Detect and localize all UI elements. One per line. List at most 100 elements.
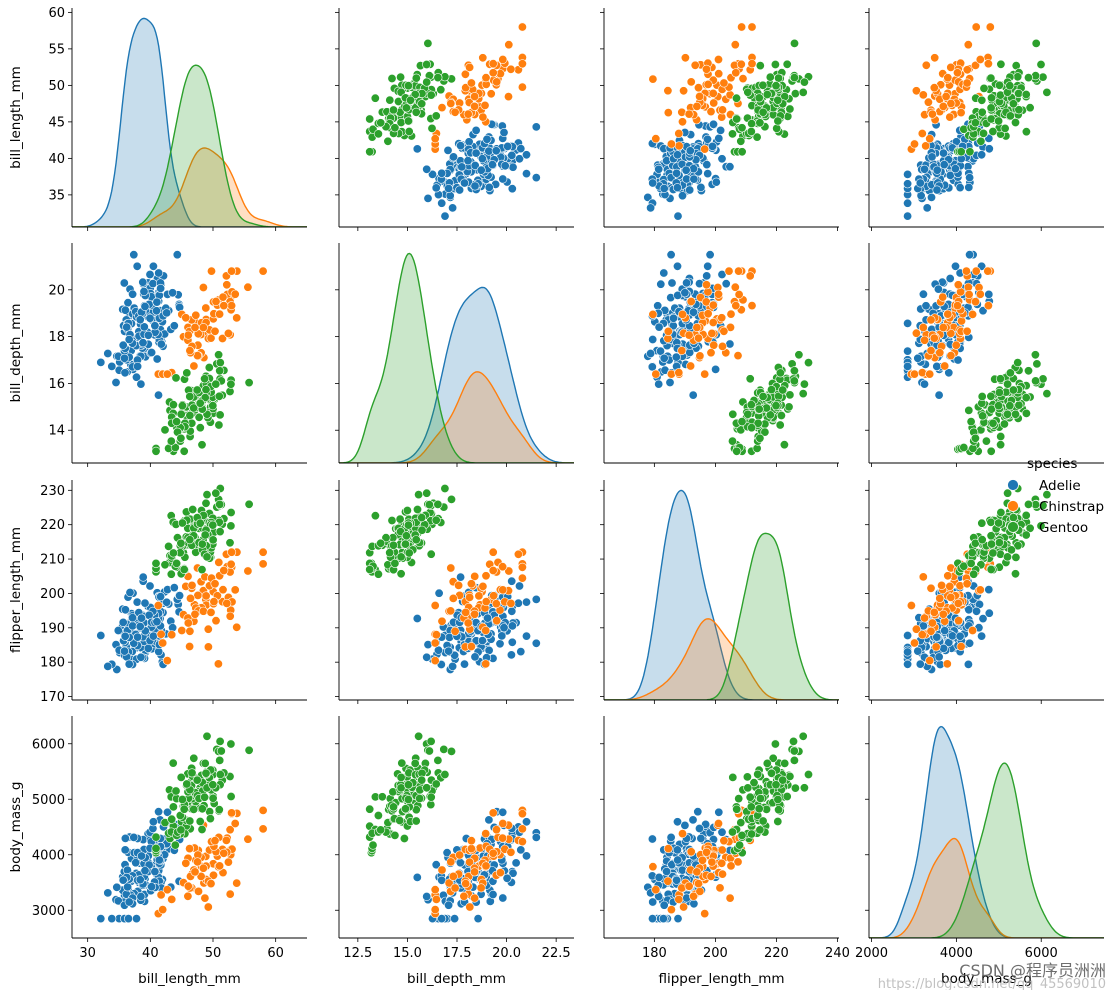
scatter-point [667, 278, 677, 288]
scatter-point [677, 191, 687, 201]
scatter-point [191, 310, 201, 320]
scatter-point [206, 879, 216, 889]
scatter-point [455, 185, 465, 195]
scatter-point [666, 832, 676, 842]
scatter-point [211, 616, 221, 626]
scatter-point [135, 621, 145, 631]
scatter-point [692, 867, 702, 877]
scatter-point [752, 132, 762, 142]
scatter-point [1042, 389, 1052, 399]
kde-fill-chinstrap [604, 618, 839, 700]
scatter-point [183, 618, 193, 628]
scatter-point [444, 900, 454, 910]
scatter-point [206, 607, 216, 617]
scatter-point [674, 141, 684, 151]
scatter-point [913, 646, 923, 656]
scatter-point [470, 893, 480, 903]
scatter-point [978, 128, 988, 138]
scatter-point [387, 515, 397, 525]
scatter-point [665, 377, 675, 387]
scatter-point [177, 794, 187, 804]
scatter-point [258, 824, 268, 834]
scatter-point [436, 85, 446, 95]
plot-area [72, 17, 307, 227]
scatter-point [211, 296, 221, 306]
scatter-point [430, 905, 440, 915]
scatter-point [693, 83, 703, 93]
scatter-point [946, 351, 956, 361]
scatter-point [500, 161, 510, 171]
scatter-point [470, 609, 480, 619]
scatter-point [977, 107, 987, 117]
scatter-point [169, 321, 179, 331]
y-tick-label-180: 180 [40, 656, 65, 671]
scatter-point [702, 134, 712, 144]
scatter-point [185, 816, 195, 826]
scatter-point [927, 618, 937, 628]
scatter-point [498, 807, 508, 817]
scatter-point [456, 141, 466, 151]
scatter-point [198, 863, 208, 873]
scatter-point [1021, 393, 1031, 403]
scatter-point [181, 858, 191, 868]
scatter-point [742, 772, 752, 782]
scatter-point [457, 162, 467, 172]
scatter-point [962, 78, 972, 88]
scatter-point [926, 192, 936, 202]
scatter-point [799, 379, 809, 389]
scatter-point [465, 592, 475, 602]
kde-fill-chinstrap [72, 148, 307, 227]
scatter-point [437, 103, 447, 113]
scatter-point [187, 768, 197, 778]
scatter-point [996, 59, 1006, 69]
y-tick-label-210: 210 [40, 553, 65, 568]
scatter-point [139, 286, 149, 296]
scatter-point [140, 866, 150, 876]
scatter-point [470, 92, 480, 102]
scatter-point [677, 107, 687, 117]
scatter-point [137, 851, 147, 861]
scatter-point [478, 53, 488, 63]
scatter-point [129, 250, 139, 260]
scatter-point [690, 60, 700, 70]
scatter-point [730, 40, 740, 50]
scatter-point [489, 591, 499, 601]
x-tick-label-20-0: 20.0 [492, 946, 521, 961]
scatter-point [758, 107, 768, 117]
scatter-point [414, 490, 424, 500]
y-tick-label-230: 230 [40, 484, 65, 499]
scatter-point [1031, 38, 1041, 48]
scatter-point [430, 638, 440, 648]
scatter-point [200, 758, 210, 768]
scatter-point [215, 309, 225, 319]
scatter-point [465, 62, 475, 72]
scatter-point [737, 22, 747, 32]
scatter-point [775, 420, 785, 430]
scatter-point [917, 368, 927, 378]
scatter-point [938, 148, 948, 158]
scatter-point [133, 632, 143, 642]
scatter-point [679, 902, 689, 912]
scatter-point [226, 507, 236, 517]
scatter-point [412, 613, 422, 623]
plot-area [903, 22, 1052, 221]
scatter-point [952, 301, 962, 311]
scatter-point [962, 579, 972, 589]
x-tick-label-4000: 4000 [940, 946, 973, 961]
scatter-point [488, 565, 498, 575]
scatter-point [773, 794, 783, 804]
scatter-point [215, 861, 225, 871]
scatter-point [692, 101, 702, 111]
scatter-point [966, 558, 976, 568]
scatter-point [120, 368, 130, 378]
scatter-point [1021, 90, 1031, 100]
scatter-point [939, 643, 949, 653]
scatter-point [770, 739, 780, 749]
scatter-point [943, 73, 953, 83]
scatter-point [1021, 408, 1031, 418]
scatter-point [747, 119, 757, 129]
scatter-point [956, 147, 966, 157]
scatter-point [513, 549, 523, 559]
scatter-point [189, 361, 199, 371]
scatter-point [218, 585, 228, 595]
